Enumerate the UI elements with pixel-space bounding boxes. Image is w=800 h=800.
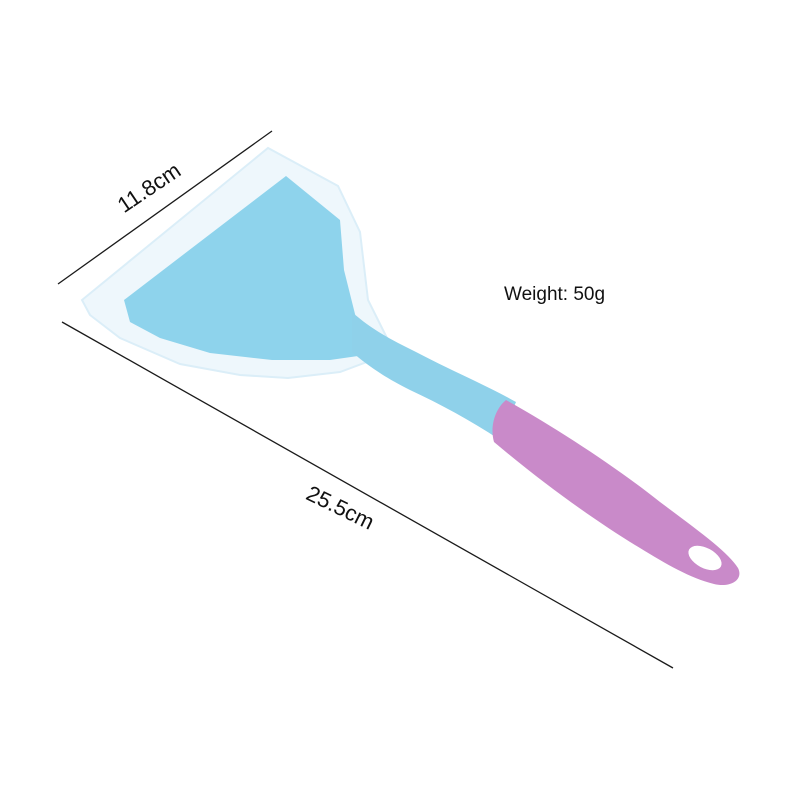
width-dimension-line	[57, 130, 273, 285]
length-dimension-line	[61, 321, 674, 669]
spatula-head	[124, 176, 386, 360]
weight-label: Weight: 50g	[504, 284, 606, 305]
spatula-neck	[352, 312, 516, 440]
hanging-hole	[688, 545, 722, 571]
spatula-grip	[492, 400, 740, 586]
